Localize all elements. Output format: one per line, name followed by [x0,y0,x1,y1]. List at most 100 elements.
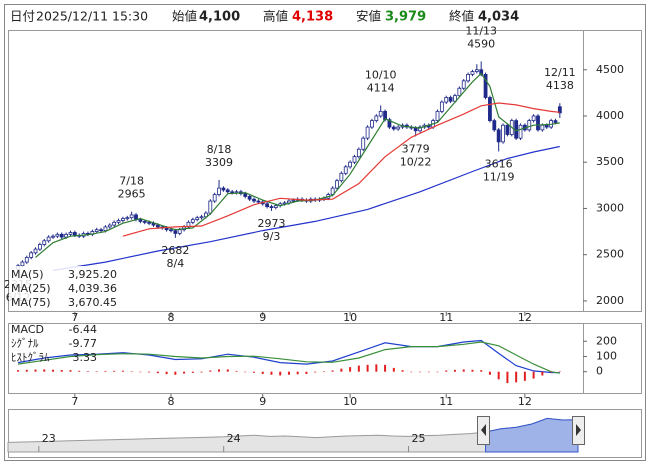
legend-value: -9.77 [69,337,97,350]
histogram-bar [558,371,561,372]
candle-body [488,97,492,122]
histogram-bar [200,371,203,373]
histogram-bar [410,371,413,373]
histogram-bar [209,370,212,372]
histogram-bar [331,370,334,372]
legend-name: ｼｸﾞﾅﾙ [11,337,39,350]
histogram-bar [121,370,124,372]
x-tick-label: 25 [412,432,426,445]
candle-body [457,87,462,97]
histogram-bar [95,371,98,372]
candle-body [107,224,112,228]
histogram-bar [523,371,526,381]
y-tick-label: 4500 [596,63,624,76]
histogram-bar [314,371,317,373]
x-tick-label: 12 [518,395,532,408]
candle-body [544,124,549,128]
candle-body [169,229,173,232]
histogram-bar [515,371,518,383]
candle-body [557,106,562,114]
candle-body [531,115,536,122]
candle-body [173,230,178,234]
legend-value: 4,039.36 [68,282,117,295]
candle-body [448,97,453,102]
header: 日付 2025/12/11 15:30 始値 4,100 高値 4,138 安値… [10,9,519,25]
annotation-date: 10/10 [365,68,397,81]
histogram-bar [174,371,177,375]
candle-body [129,214,134,219]
handle-arrow [481,424,486,436]
annotation-date: 9/3 [263,230,281,243]
candle-body [20,261,25,267]
candle-body [352,156,357,163]
ma-line [122,102,560,237]
candle-body [540,124,545,131]
candle-body [195,217,200,220]
candle-body [55,233,60,237]
candle-body [444,97,449,103]
candle-body [99,229,103,232]
histogram-bar [25,369,28,372]
candle-body [103,226,108,232]
x-tick-label: 23 [42,432,56,445]
candle-body [282,202,287,205]
histogram-bar [261,371,264,374]
legend-box [9,266,117,311]
y-tick-label: 3000 [596,201,624,214]
histogram-bar [252,371,255,373]
ma-line [52,145,560,271]
candle-body [212,194,217,202]
candle-body [391,126,396,130]
candle-body [470,71,475,75]
candle-body [112,221,117,226]
histogram-bar [183,371,186,374]
candle-body [291,199,296,202]
histogram-bar [497,371,500,380]
histogram-bar [113,370,116,372]
histogram-bar [349,367,352,372]
candle-body [252,198,256,202]
annotation-value: 2965 [118,188,146,201]
annotation-date: 8/18 [207,143,232,156]
x-tick-label: 10 [343,311,357,324]
candle-body [208,200,213,214]
open-label: 始値 [172,9,197,24]
annotation-date: 8/4 [166,257,184,270]
date: 2025/12/11 15:30 [36,9,148,24]
candle-body [51,235,55,238]
candle-body [387,119,392,128]
candle-body [59,233,64,238]
y-tick-label: 3500 [596,155,624,168]
close-label: 終値 [449,9,474,24]
histogram-bar [357,365,360,372]
y-tick-label: 100 [596,349,617,362]
legend-value: 3,925.20 [68,268,117,281]
histogram-bar [305,371,308,374]
histogram-bar [191,371,194,373]
histogram-bar [235,370,238,372]
low: 3,979 [385,10,426,25]
candle-body [116,220,121,223]
candle-body [439,101,444,112]
candle-body [230,191,235,194]
histogram-bar [436,371,439,373]
scroll-handle[interactable] [477,416,585,445]
x-tick-label: 11 [439,395,453,408]
histogram-bar [287,371,290,375]
candle-body [138,219,143,222]
histogram-bar [506,371,509,384]
candle-body [396,126,401,130]
candle-body [461,80,466,89]
navigator-panel [8,409,642,458]
histogram-bar [104,370,107,372]
candle-body [536,115,540,131]
candle-body [370,120,374,128]
candle-body [142,220,147,223]
histogram-bar [270,371,273,375]
candle-body [221,187,226,191]
x-tick-label: 8 [167,395,174,408]
histogram-bar [296,371,299,375]
histogram-bar [427,371,430,373]
legend-name: MA(75) [11,296,51,309]
